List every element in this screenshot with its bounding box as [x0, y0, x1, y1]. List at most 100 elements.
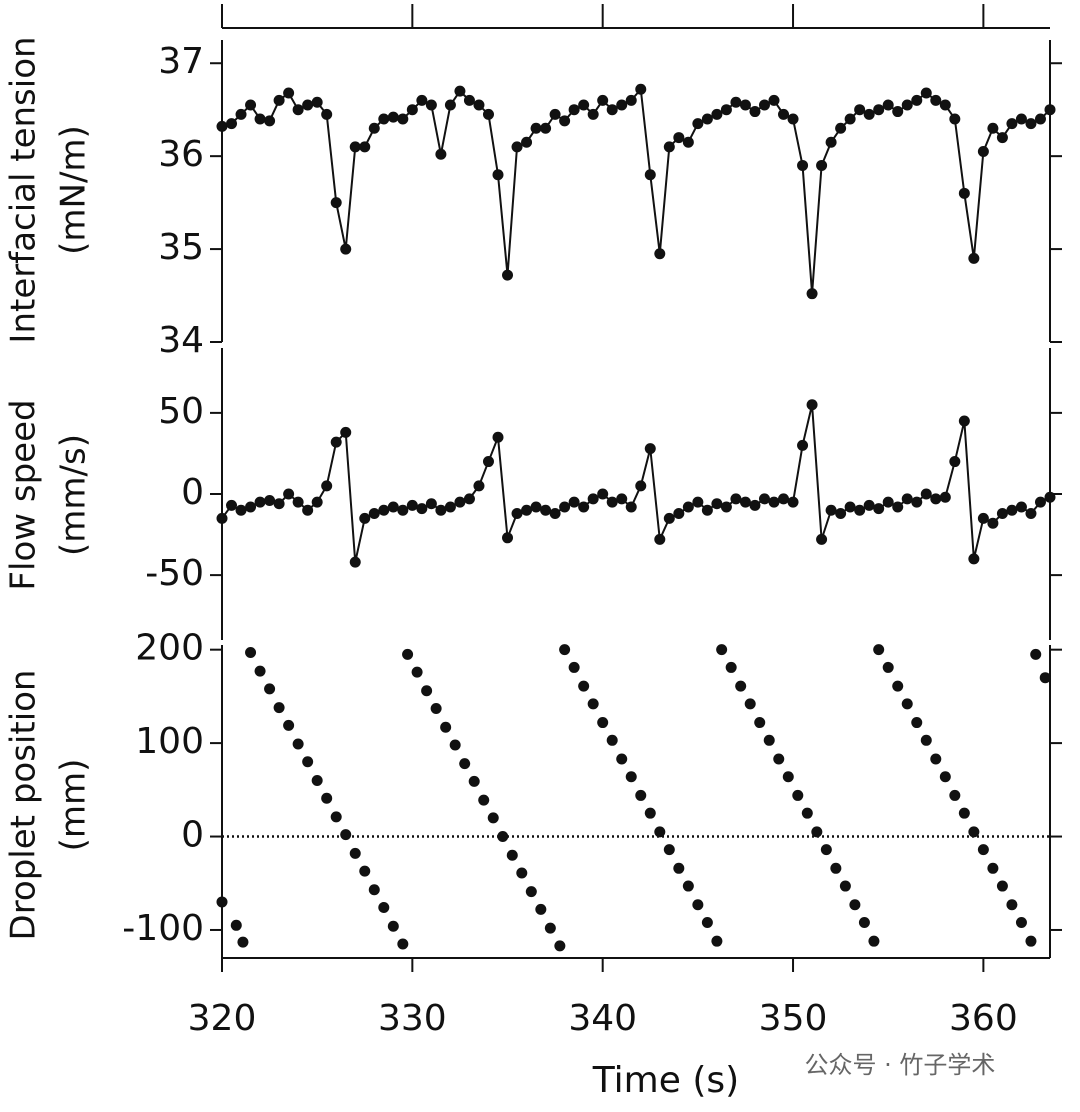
data-point: [730, 493, 742, 505]
data-point: [1039, 672, 1051, 684]
data-point: [435, 504, 447, 516]
data-point: [635, 789, 647, 801]
data-point: [216, 896, 228, 908]
data-point: [473, 480, 485, 492]
data-point: [235, 108, 247, 120]
y-tick-label: 100: [135, 721, 204, 762]
data-point: [768, 496, 780, 508]
data-point: [758, 493, 770, 505]
data-point: [273, 94, 285, 106]
data-point: [226, 499, 238, 511]
data-point: [901, 493, 913, 505]
data-point: [387, 920, 399, 932]
data-point: [716, 644, 728, 656]
data-point: [254, 496, 266, 508]
data-point: [340, 243, 352, 255]
data-point: [406, 104, 418, 116]
data-point: [1006, 118, 1018, 130]
data-point: [987, 862, 999, 874]
data-point: [359, 512, 371, 524]
data-point: [587, 108, 599, 120]
data-point: [387, 111, 399, 123]
data-point: [977, 512, 989, 524]
data-point: [568, 104, 580, 116]
data-point: [549, 507, 561, 519]
data-point: [749, 106, 761, 118]
data-point: [1025, 507, 1037, 519]
data-point: [911, 94, 923, 106]
data-point: [559, 501, 571, 513]
data-point: [635, 480, 647, 492]
data-point: [597, 94, 609, 106]
data-point: [578, 680, 590, 692]
data-point: [939, 491, 951, 503]
data-point: [854, 104, 866, 116]
data-point: [711, 108, 723, 120]
data-point: [245, 501, 257, 513]
data-point: [739, 496, 751, 508]
data-point: [749, 499, 761, 511]
data-point: [378, 902, 390, 914]
data-point: [230, 919, 242, 931]
data-point: [349, 556, 361, 568]
data-point: [811, 826, 823, 838]
data-point: [725, 661, 737, 673]
data-point: [701, 916, 713, 928]
data-point: [402, 648, 414, 660]
data-point: [968, 826, 980, 838]
data-point: [958, 415, 970, 427]
data-point: [521, 136, 533, 148]
data-point: [340, 426, 352, 438]
data-point: [397, 504, 409, 516]
data-point: [387, 501, 399, 513]
data-point: [816, 159, 828, 171]
data-point: [530, 501, 542, 513]
data-point: [502, 532, 514, 544]
data-point: [977, 146, 989, 158]
data-point: [568, 661, 580, 673]
data-point: [540, 504, 552, 516]
data-point: [216, 512, 228, 524]
data-point: [530, 122, 542, 134]
data-point: [1034, 496, 1046, 508]
data-point: [682, 880, 694, 892]
data-point: [820, 844, 832, 856]
data-point: [625, 94, 637, 106]
data-point: [1006, 899, 1018, 911]
data-point: [930, 94, 942, 106]
data-point: [930, 753, 942, 765]
data-point: [797, 439, 809, 451]
data-point: [735, 680, 747, 692]
data-point: [739, 99, 751, 111]
data-point: [616, 753, 628, 765]
data-point: [911, 717, 923, 729]
data-point: [996, 507, 1008, 519]
y-axis-label: Interfacial tension: [4, 36, 44, 343]
data-point: [311, 96, 323, 108]
x-tick-label: 330: [378, 998, 447, 1039]
data-point: [863, 499, 875, 511]
data-point: [1015, 113, 1027, 125]
data-point: [868, 935, 880, 947]
data-point: [968, 252, 980, 264]
data-point: [744, 698, 756, 710]
data-point: [682, 501, 694, 513]
data-point: [701, 113, 713, 125]
data-point: [644, 807, 656, 819]
y-tick-label: 34: [158, 320, 204, 361]
data-point: [535, 903, 547, 915]
data-point: [311, 774, 323, 786]
data-point: [616, 493, 628, 505]
series-line: [221, 86, 1051, 294]
data-point: [578, 501, 590, 513]
data-point: [463, 493, 475, 505]
data-point: [654, 248, 666, 260]
data-point: [873, 503, 885, 515]
data-point: [378, 113, 390, 125]
data-point: [635, 83, 647, 95]
data-point: [1025, 935, 1037, 947]
y-tick-label: 36: [158, 134, 204, 175]
data-point: [440, 721, 452, 733]
data-point: [330, 197, 342, 209]
data-point: [673, 862, 685, 874]
